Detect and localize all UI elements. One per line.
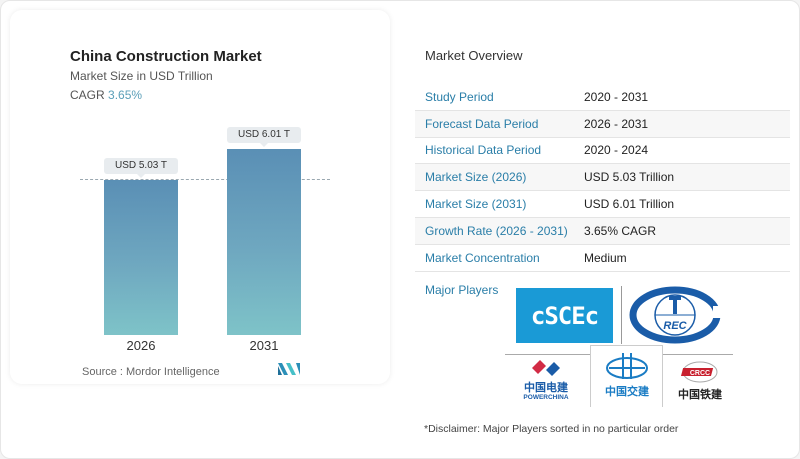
reference-dashed-line bbox=[80, 179, 330, 180]
disclaimer-text: *Disclaimer: Major Players sorted in no … bbox=[424, 423, 679, 435]
crec-logo-icon: REC bbox=[629, 286, 721, 344]
overview-key: Historical Data Period bbox=[425, 143, 542, 158]
overview-row: Market Concentration Medium bbox=[415, 245, 790, 272]
cccc-logo-icon: 中国交建 bbox=[591, 351, 663, 407]
overview-row: Study Period 2020 - 2031 bbox=[415, 84, 790, 111]
cccc-logo-text: 中国交建 bbox=[605, 386, 649, 398]
chart-card bbox=[10, 10, 390, 384]
overview-row: Market Size (2026) USD 5.03 Trillion bbox=[415, 164, 790, 192]
bar-2031 bbox=[227, 149, 301, 335]
bar-value-label: USD 5.03 T bbox=[104, 158, 178, 178]
logo-divider bbox=[663, 354, 733, 355]
overview-row: Market Size (2031) USD 6.01 Trillion bbox=[415, 191, 790, 218]
logo-divider bbox=[505, 354, 590, 355]
overview-value: 3.65% CAGR bbox=[584, 223, 657, 238]
overview-value: Medium bbox=[584, 250, 627, 265]
overview-value: 2020 - 2031 bbox=[584, 89, 649, 104]
x-axis-label: 2031 bbox=[249, 338, 279, 353]
cscec-logo-icon: cSCEc bbox=[516, 288, 613, 343]
crcc-logo-text: 中国铁建 bbox=[678, 389, 722, 401]
bar-value-label: USD 6.01 T bbox=[227, 127, 301, 147]
powerchina-logo-icon: 中国电建 POWERCHINA bbox=[510, 359, 582, 407]
cagr-label: CAGR bbox=[70, 88, 105, 102]
chart-subtitle: Market Size in USD Trillion bbox=[70, 69, 213, 83]
overview-value: USD 6.01 Trillion bbox=[584, 197, 675, 212]
svg-text:REC: REC bbox=[663, 320, 687, 332]
overview-key: Market Size (2031) bbox=[425, 197, 527, 212]
bar-2026 bbox=[104, 180, 178, 335]
crcc-mark-icon: CRCC bbox=[680, 361, 718, 383]
cscec-logo-text: cSCEc bbox=[530, 301, 599, 330]
overview-key: Forecast Data Period bbox=[425, 116, 539, 131]
crcc-badge-text: CRCC bbox=[690, 370, 710, 377]
overview-value: 2026 - 2031 bbox=[584, 116, 649, 131]
x-axis-label: 2026 bbox=[126, 338, 156, 353]
overview-title: Market Overview bbox=[425, 48, 523, 63]
overview-value: USD 5.03 Trillion bbox=[584, 170, 675, 185]
source-text: Source : Mordor Intelligence bbox=[82, 366, 220, 378]
overview-row: Growth Rate (2026 - 2031) 3.65% CAGR bbox=[415, 217, 790, 245]
overview-key: Growth Rate (2026 - 2031) bbox=[425, 223, 568, 238]
powerchina-logo-text: 中国电建 bbox=[524, 382, 568, 394]
logo-divider bbox=[621, 286, 622, 344]
overview-key: Market Concentration bbox=[425, 250, 540, 265]
overview-table: Study Period 2020 - 2031 Forecast Data P… bbox=[415, 84, 790, 272]
cagr-text: CAGR 3.65% bbox=[70, 88, 142, 102]
overview-row: Historical Data Period 2020 - 2024 bbox=[415, 138, 790, 165]
chart-title: China Construction Market bbox=[70, 48, 262, 65]
powerchina-mark-icon bbox=[532, 360, 560, 376]
major-players-label: Major Players bbox=[425, 283, 499, 297]
overview-key: Study Period bbox=[425, 89, 494, 104]
cccc-mark-icon bbox=[606, 353, 648, 379]
overview-key: Market Size (2026) bbox=[425, 170, 527, 185]
overview-value: 2020 - 2024 bbox=[584, 143, 649, 158]
mordor-intelligence-logo-icon bbox=[278, 363, 300, 375]
powerchina-sub-text: POWERCHINA bbox=[523, 394, 569, 401]
logo-frame bbox=[590, 345, 663, 407]
overview-row: Forecast Data Period 2026 - 2031 bbox=[415, 110, 790, 138]
crcc-logo-icon: CRCC 中国铁建 bbox=[665, 361, 735, 407]
major-players-logos: cSCEc REC 中国电建 POWERCHINA 中国交建 bbox=[505, 283, 735, 408]
cagr-value: 3.65% bbox=[108, 88, 143, 102]
